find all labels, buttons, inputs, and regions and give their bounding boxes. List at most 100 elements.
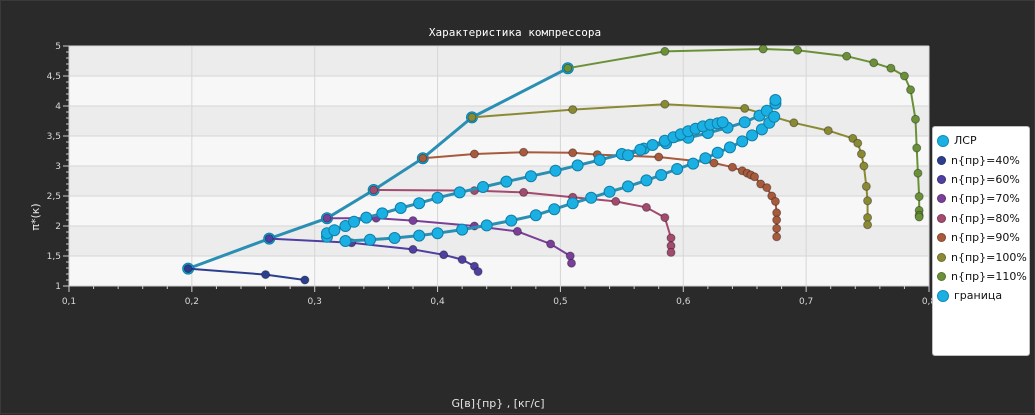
y-tick-label: 2 <box>55 222 61 232</box>
x-tick-label: 0,4 <box>430 297 445 307</box>
data-point <box>910 114 920 124</box>
data-point <box>512 226 522 236</box>
data-point <box>566 197 579 210</box>
data-point <box>565 251 575 261</box>
data-point <box>768 110 781 123</box>
data-point <box>906 85 916 95</box>
series-1 <box>183 264 310 285</box>
data-point <box>755 123 768 136</box>
data-point <box>842 51 852 61</box>
series-8 <box>321 94 782 243</box>
data-point <box>863 220 873 230</box>
data-point <box>856 149 866 159</box>
data-point <box>654 152 664 162</box>
data-point <box>348 215 361 228</box>
y-tick-label: 1 <box>55 282 61 292</box>
legend-item: n{пр}=70% <box>937 189 1025 208</box>
plot-band <box>69 46 929 76</box>
plot-band <box>69 106 929 136</box>
data-point <box>859 161 869 171</box>
legend-label: n{пр}=80% <box>951 211 1020 225</box>
data-point <box>339 235 352 247</box>
data-point <box>914 192 924 202</box>
y-tick-label: 4,5 <box>47 72 61 82</box>
data-point <box>716 116 729 129</box>
data-point <box>793 45 803 55</box>
legend-label: n{пр}=90% <box>951 231 1020 245</box>
legend-item: n{пр}=40% <box>937 150 1025 169</box>
data-point <box>519 147 529 157</box>
data-point <box>328 224 341 237</box>
y-tick-label: 1,5 <box>47 252 61 262</box>
legend-swatch-icon <box>937 213 946 223</box>
legend-swatch-icon <box>937 289 949 302</box>
data-point <box>709 158 719 168</box>
data-point <box>660 213 670 223</box>
data-point <box>769 94 782 106</box>
legend-item: граница <box>937 286 1025 305</box>
legend-swatch-icon <box>937 233 946 243</box>
data-point <box>640 174 653 187</box>
x-tick-label: 0,8 <box>922 297 937 307</box>
x-tick-label: 0,7 <box>799 297 813 307</box>
data-point <box>322 213 332 223</box>
y-tick-label: 4 <box>55 102 61 112</box>
chart-legend: ЛСР n{пр}=40% n{пр}=60% n{пр}=70% n{пр}=80% n… <box>932 126 1030 356</box>
data-point <box>772 232 782 242</box>
data-point <box>634 143 647 156</box>
data-point <box>183 264 193 274</box>
data-point <box>660 46 670 56</box>
data-point <box>746 129 759 142</box>
x-tick-label: 0,3 <box>308 297 322 307</box>
legend-item: n{пр}=100% <box>937 247 1027 266</box>
data-point <box>671 163 684 175</box>
data-point <box>611 196 621 206</box>
data-point <box>770 196 780 206</box>
legend-swatch-icon <box>937 194 946 204</box>
data-point <box>772 223 782 233</box>
data-point <box>566 258 576 268</box>
legend-swatch-icon <box>937 134 949 147</box>
data-point <box>655 169 668 181</box>
data-point <box>529 209 542 222</box>
data-point <box>823 126 833 136</box>
data-point <box>736 135 749 148</box>
data-point <box>861 181 871 191</box>
series-7 <box>563 44 924 222</box>
data-point <box>394 202 407 214</box>
y-tick-label: 3 <box>55 162 61 172</box>
y-tick-label: 3,5 <box>47 132 61 142</box>
data-point <box>546 239 556 249</box>
legend-label: n{пр}=110% <box>951 269 1027 283</box>
y-tick-label: 2,5 <box>47 192 61 202</box>
data-point <box>593 154 606 166</box>
data-point <box>848 133 858 143</box>
legend-swatch-icon <box>937 174 946 184</box>
data-point <box>431 191 444 204</box>
data-point <box>687 157 700 170</box>
legend-item: n{пр}=110% <box>937 267 1027 286</box>
legend-item: n{пр}=60% <box>937 170 1025 189</box>
legend-swatch-icon <box>937 271 946 281</box>
data-point <box>740 103 750 113</box>
data-point <box>261 270 271 280</box>
data-point <box>886 63 896 73</box>
legend-label: n{пр}=100% <box>951 250 1027 264</box>
data-point <box>789 118 799 128</box>
data-point <box>360 211 373 224</box>
data-point <box>899 71 909 81</box>
data-point <box>699 152 712 165</box>
data-point <box>603 185 616 198</box>
series-6 <box>467 99 873 230</box>
data-point <box>758 44 768 54</box>
data-point <box>467 112 477 122</box>
legend-item: n{пр}=80% <box>937 209 1025 228</box>
data-point <box>453 186 466 199</box>
data-point <box>300 275 310 285</box>
data-point <box>456 223 469 236</box>
x-tick-label: 0,1 <box>62 297 76 307</box>
data-point <box>622 149 634 162</box>
data-point <box>469 149 479 159</box>
data-point <box>762 183 772 193</box>
x-tick-label: 0,6 <box>676 297 691 307</box>
